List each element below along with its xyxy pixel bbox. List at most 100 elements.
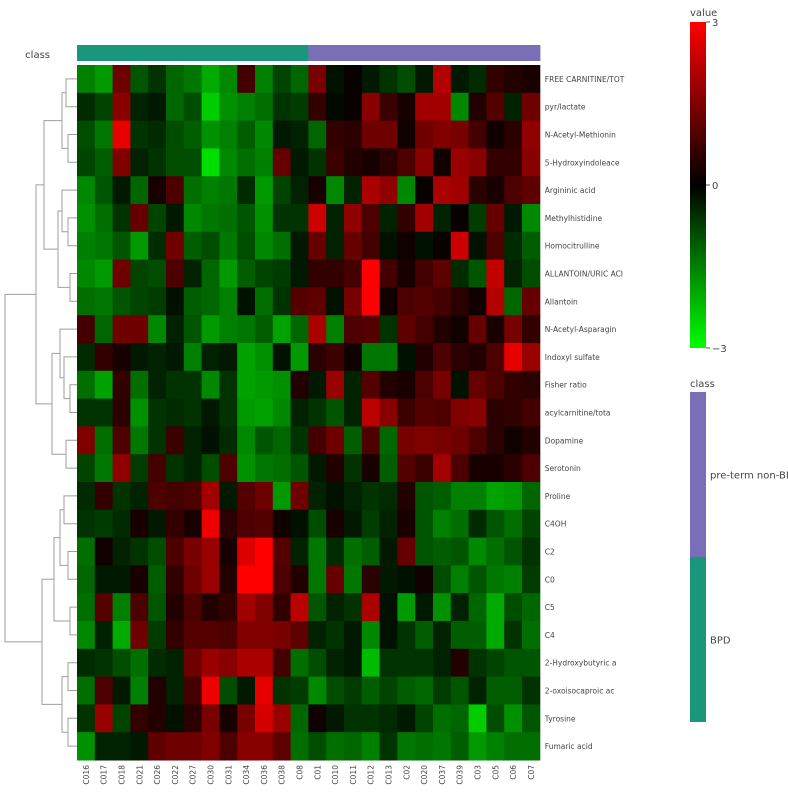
heatmap-cell (326, 676, 345, 705)
heatmap-cell (219, 204, 238, 233)
heatmap-cell (504, 482, 523, 511)
heatmap-cell (255, 370, 274, 400)
heatmap-cell (468, 676, 487, 705)
heatmap-cell (77, 370, 96, 400)
heatmap-cell (468, 704, 487, 733)
heatmap-cell (130, 343, 149, 372)
heatmap-cell (504, 593, 523, 622)
column-label: C020 (420, 765, 429, 785)
heatmap-cell (522, 65, 541, 94)
heatmap-cell (326, 148, 345, 177)
heatmap-cell (415, 92, 434, 122)
heatmap-cell (522, 176, 541, 205)
heatmap-cell (166, 315, 185, 344)
heatmap-cell (130, 732, 149, 761)
heatmap-cell (94, 509, 114, 539)
heatmap-cell (237, 315, 256, 344)
heatmap-cell (326, 287, 345, 316)
heatmap-cell (379, 148, 398, 177)
heatmap-cell (450, 120, 470, 149)
heatmap-cell (397, 454, 416, 483)
heatmap-cell (415, 454, 434, 483)
row-dendrogram (4, 78, 77, 747)
heatmap-cell (326, 454, 345, 483)
heatmap-cell (486, 593, 505, 622)
heatmap-cell (308, 482, 327, 511)
heatmap-cell (504, 370, 523, 400)
heatmap-cell (183, 204, 203, 233)
class-bar-cell (255, 45, 274, 61)
heatmap-cell (112, 176, 131, 205)
heatmap-cell (450, 676, 470, 705)
heatmap-cell (486, 343, 505, 372)
heatmap-cell (433, 398, 452, 427)
heatmap-cell (522, 648, 541, 678)
heatmap-cell (308, 204, 327, 233)
heatmap-cell (504, 398, 523, 427)
heatmap-cell (166, 259, 185, 288)
heatmap-cell (290, 621, 309, 650)
heatmap-cell (166, 732, 185, 761)
heatmap-cell (308, 426, 327, 455)
heatmap-cell (272, 621, 292, 650)
heatmap-cell (272, 176, 292, 205)
heatmap-cell (522, 704, 541, 733)
heatmap-cell (255, 92, 274, 122)
heatmap-cell (486, 92, 505, 122)
heatmap-cell (379, 92, 398, 122)
heatmap-cell (397, 732, 416, 761)
heatmap-cell (379, 176, 398, 205)
heatmap-cell (201, 231, 220, 261)
heatmap-cell (308, 259, 327, 288)
heatmap-cell (183, 370, 203, 400)
heatmap-cell (255, 204, 274, 233)
heatmap-cell (433, 120, 452, 149)
column-label: C026 (153, 765, 162, 785)
heatmap-cell (468, 315, 487, 344)
class-bar-cell (183, 45, 203, 61)
heatmap-cell (148, 92, 167, 122)
heatmap-cell (272, 287, 292, 316)
heatmap-cell (379, 398, 398, 427)
class-legend-swatch (690, 557, 706, 722)
heatmap-cell (468, 120, 487, 149)
heatmap-cell (237, 704, 256, 733)
heatmap-cell (166, 370, 185, 400)
heatmap-cell (397, 204, 416, 233)
heatmap-cell (201, 621, 220, 650)
heatmap-cell (344, 65, 363, 94)
heatmap-cell (77, 454, 96, 483)
heatmap-cell (450, 482, 470, 511)
heatmap-cell (344, 565, 363, 594)
heatmap-cell (379, 65, 398, 94)
heatmap-cell (112, 370, 131, 400)
colorbar-gradient (690, 22, 706, 348)
class-bar-cell (148, 45, 167, 61)
heatmap-cell (237, 482, 256, 511)
heatmap-cell (326, 704, 345, 733)
heatmap-cell (255, 537, 274, 566)
heatmap-cell (379, 315, 398, 344)
heatmap-cell (344, 732, 363, 761)
heatmap-cell (272, 704, 292, 733)
dendrogram-branch (61, 676, 68, 733)
heatmap-cell (468, 454, 487, 483)
column-label: C011 (349, 765, 358, 785)
heatmap-cell (94, 315, 114, 344)
heatmap-cell (94, 287, 114, 316)
heatmap-cell (397, 537, 416, 566)
heatmap-cell (361, 676, 381, 705)
heatmap-cell (433, 204, 452, 233)
heatmap-cell (397, 426, 416, 455)
class-bar-cell (308, 45, 327, 61)
heatmap-cell (77, 732, 96, 761)
heatmap-cell (290, 676, 309, 705)
heatmap-cell (433, 231, 452, 261)
heatmap-cell (255, 148, 274, 177)
heatmap-cell (183, 732, 203, 761)
heatmap-cell (94, 565, 114, 594)
heatmap-cell (504, 231, 523, 261)
heatmap-cell (468, 65, 487, 94)
heatmap-cell (272, 370, 292, 400)
heatmap-cell (397, 315, 416, 344)
